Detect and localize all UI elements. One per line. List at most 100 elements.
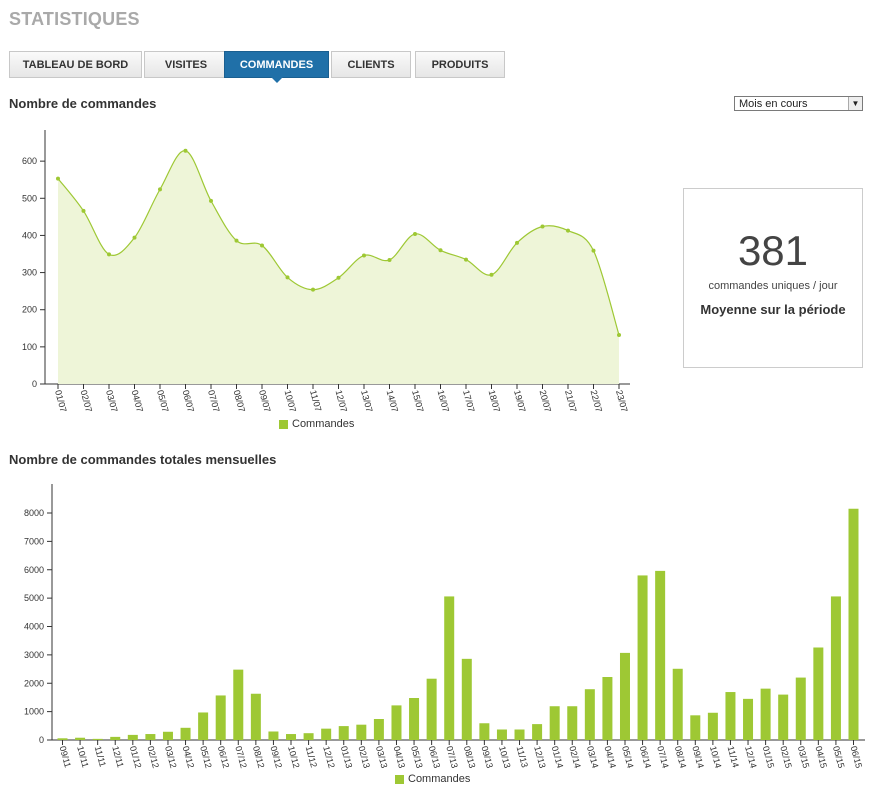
x-tick-label: 01/07 bbox=[53, 389, 68, 413]
tab-orders[interactable]: COMMANDES bbox=[224, 51, 329, 83]
bar bbox=[496, 729, 507, 740]
bar bbox=[584, 689, 595, 740]
monthly-chart-legend: Commandes bbox=[395, 773, 470, 785]
average-caption: Moyenne sur la période bbox=[700, 302, 846, 317]
legend-label: Commandes bbox=[408, 773, 471, 785]
data-point bbox=[260, 243, 264, 248]
bar bbox=[725, 692, 736, 740]
bar bbox=[162, 731, 173, 740]
bar bbox=[813, 647, 824, 740]
bar bbox=[690, 715, 701, 740]
y-tick-label: 300 bbox=[22, 268, 37, 278]
y-tick-label: 200 bbox=[22, 305, 37, 315]
bar bbox=[532, 724, 543, 740]
series-area-fill bbox=[58, 150, 619, 384]
tab-visits[interactable]: VISITES bbox=[144, 51, 228, 78]
data-point bbox=[591, 248, 596, 253]
x-tick-label: 12/12 bbox=[321, 745, 336, 769]
x-tick-label: 01/15 bbox=[761, 745, 776, 769]
x-tick-label: 19/07 bbox=[512, 389, 527, 413]
data-point bbox=[566, 228, 570, 233]
x-tick-label: 04/13 bbox=[392, 745, 407, 769]
bar bbox=[479, 723, 490, 740]
average-stat-box: 381 commandes uniques / jour Moyenne sur… bbox=[683, 188, 863, 368]
x-tick-label: 15/07 bbox=[410, 389, 425, 413]
x-tick-label: 02/14 bbox=[567, 745, 582, 769]
bar bbox=[198, 712, 209, 740]
y-tick-label: 400 bbox=[22, 230, 37, 240]
x-tick-label: 02/13 bbox=[356, 745, 371, 769]
bar bbox=[707, 712, 718, 740]
bar bbox=[426, 678, 437, 740]
x-tick-label: 11/11 bbox=[93, 745, 108, 768]
tab-dashboard[interactable]: TABLEAU DE BORD bbox=[9, 51, 142, 78]
bar bbox=[250, 693, 261, 740]
x-tick-label: 01/14 bbox=[550, 745, 565, 769]
y-tick-label: 500 bbox=[22, 193, 37, 203]
x-tick-label: 08/12 bbox=[251, 745, 266, 769]
data-point bbox=[489, 272, 494, 277]
x-tick-label: 11/12 bbox=[304, 745, 319, 769]
bar bbox=[602, 677, 613, 740]
x-tick-label: 20/07 bbox=[538, 389, 553, 413]
bar bbox=[303, 733, 314, 740]
bar bbox=[215, 695, 226, 740]
tab-products[interactable]: PRODUITS bbox=[415, 51, 505, 78]
x-tick-label: 07/14 bbox=[655, 745, 670, 769]
x-tick-label: 06/07 bbox=[181, 389, 196, 413]
tab-clients[interactable]: CLIENTS bbox=[331, 51, 411, 78]
bar bbox=[145, 734, 156, 740]
x-tick-label: 12/07 bbox=[334, 389, 349, 413]
bar bbox=[409, 698, 420, 740]
x-tick-label: 04/07 bbox=[130, 389, 145, 413]
x-tick-label: 06/12 bbox=[216, 745, 231, 769]
bar bbox=[778, 694, 789, 740]
x-tick-label: 17/07 bbox=[461, 389, 476, 413]
x-tick-label: 12/11 bbox=[110, 745, 125, 769]
average-value: 381 bbox=[737, 227, 809, 274]
bar bbox=[795, 677, 806, 740]
y-tick-label: 1000 bbox=[24, 707, 44, 717]
chevron-down-icon: ▼ bbox=[848, 97, 862, 110]
bar bbox=[549, 706, 560, 740]
data-point bbox=[132, 235, 137, 240]
bar bbox=[180, 727, 191, 740]
bar bbox=[567, 706, 578, 740]
x-tick-label: 10/14 bbox=[708, 745, 723, 769]
bar bbox=[848, 508, 859, 740]
y-tick-label: 0 bbox=[32, 379, 37, 389]
legend-swatch bbox=[395, 774, 404, 784]
x-tick-label: 09/14 bbox=[690, 745, 705, 769]
x-tick-label: 10/13 bbox=[497, 745, 512, 769]
y-tick-label: 2000 bbox=[24, 678, 44, 688]
bar bbox=[637, 575, 648, 740]
bar bbox=[743, 698, 754, 740]
x-tick-label: 11/14 bbox=[726, 745, 741, 769]
data-point bbox=[617, 332, 621, 337]
bar bbox=[461, 658, 472, 740]
x-tick-label: 10/12 bbox=[286, 745, 301, 769]
data-point bbox=[234, 238, 239, 243]
y-tick-label: 6000 bbox=[24, 565, 44, 575]
y-tick-label: 5000 bbox=[24, 593, 44, 603]
bar bbox=[672, 668, 683, 740]
data-point bbox=[438, 248, 443, 253]
y-tick-label: 100 bbox=[22, 342, 37, 352]
data-point bbox=[285, 275, 290, 280]
x-tick-label: 04/15 bbox=[813, 745, 828, 769]
y-tick-label: 3000 bbox=[24, 650, 44, 660]
x-tick-label: 08/13 bbox=[462, 745, 477, 769]
x-tick-label: 09/07 bbox=[257, 389, 272, 413]
x-tick-label: 14/07 bbox=[385, 389, 400, 413]
x-tick-label: 18/07 bbox=[487, 389, 502, 413]
legend-label: Commandes bbox=[292, 418, 355, 430]
x-tick-label: 03/14 bbox=[585, 745, 600, 769]
x-tick-label: 12/14 bbox=[743, 745, 758, 769]
bar bbox=[268, 731, 279, 740]
x-tick-label: 09/11 bbox=[58, 745, 73, 769]
data-point bbox=[311, 287, 315, 292]
period-select[interactable]: Mois en cours ▼ bbox=[734, 96, 863, 111]
data-point bbox=[336, 275, 341, 280]
x-tick-label: 12/13 bbox=[532, 745, 547, 769]
data-point bbox=[387, 257, 392, 262]
